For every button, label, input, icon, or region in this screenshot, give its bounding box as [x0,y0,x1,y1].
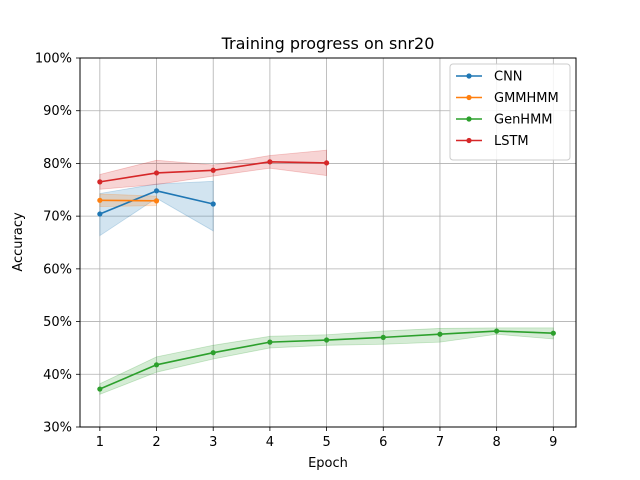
plot-frame [79,57,577,428]
genhmm-point [153,362,160,368]
legend-box [449,63,571,161]
y-tick-label: 60% [43,262,72,277]
axis-ticks: 1 2 3 4 5 6 7 8 9 30% 40% 50% 60% 70% 80% 90% 100% [35,52,558,451]
x-tick-label: 5 [322,435,330,450]
y-tick-label: 50% [43,315,72,330]
x-tick-label: 3 [209,435,217,450]
cnn-point [153,188,160,194]
genhmm-point [494,328,500,334]
legend-label-lstm: LSTM [494,134,529,149]
y-tick-label: 90% [43,104,72,119]
y-tick-label: 40% [43,368,72,383]
genhmm-point [323,337,330,343]
lstm-point [153,170,160,176]
legend-item-cnn: CNN [456,70,523,85]
legend: CNN GMMHMM GenHMM LSTM [449,63,571,161]
legend-marker-genhmm [466,116,472,122]
cnn-point [210,201,216,207]
y-tick-label: 80% [43,157,72,172]
genhmm-point [267,339,273,345]
legend-item-genhmm: GenHMM [456,113,553,128]
genhmm-point [550,330,556,336]
genhmm-point [437,331,443,337]
x-tick-label: 2 [152,435,160,450]
legend-marker-cnn [466,73,472,79]
legend-marker-lstm [466,137,472,144]
legend-label-gmmhmm: GMMHMM [494,91,559,106]
genhmm-point [210,350,216,356]
lstm-point [210,167,216,173]
x-axis-label: Epoch [308,456,348,471]
y-tick-label: 70% [43,210,72,225]
gmmhmm-point [97,197,103,203]
y-tick-label: 30% [43,421,72,436]
legend-item-gmmhmm: GMMHMM [456,91,559,106]
genhmm-point [97,386,103,392]
chart-title: Training progress on snr20 [221,34,435,53]
legend-label-genhmm: GenHMM [494,113,553,128]
lstm-point [97,179,103,185]
lstm-point [323,160,330,166]
x-tick-label: 8 [492,435,500,450]
lstm-point [267,159,273,165]
series-lines [97,159,556,392]
cnn-point [97,211,103,217]
x-tick-label: 1 [96,435,104,450]
legend-label-cnn: CNN [494,70,523,85]
gmmhmm-point [153,198,160,204]
x-tick-label: 7 [436,435,444,450]
legend-item-lstm: LSTM [456,134,529,149]
y-axis-label: Accuracy [11,212,26,272]
y-tick-label: 100% [35,52,72,67]
x-tick-label: 9 [549,435,557,450]
cnn-confidence-band [99,180,214,237]
x-tick-label: 6 [379,435,387,450]
x-tick-label: 4 [266,435,274,450]
legend-marker-gmmhmm [466,94,472,101]
gmmhmm-line [99,199,157,202]
genhmm-point [380,334,386,340]
